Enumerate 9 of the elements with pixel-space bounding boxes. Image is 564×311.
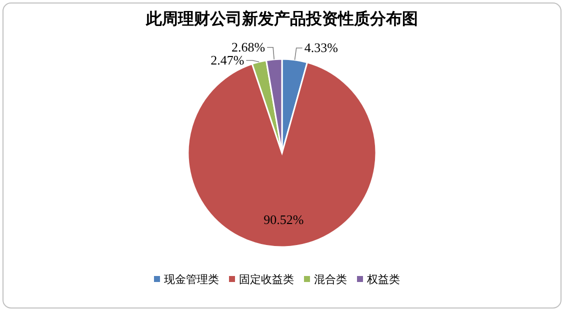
data-label: 2.47% [210,52,244,68]
legend-label: 混合类 [314,273,347,286]
legend-label: 固定收益类 [239,273,294,286]
data-label: 90.52% [264,212,304,227]
chart-title: 此周理财公司新发产品投资性质分布图 [145,10,418,28]
legend-label: 权益类 [366,273,400,286]
data-label: 4.33% [304,40,338,55]
legend-label: 现金管理类 [164,273,219,286]
data-label: 2.68% [231,39,266,54]
